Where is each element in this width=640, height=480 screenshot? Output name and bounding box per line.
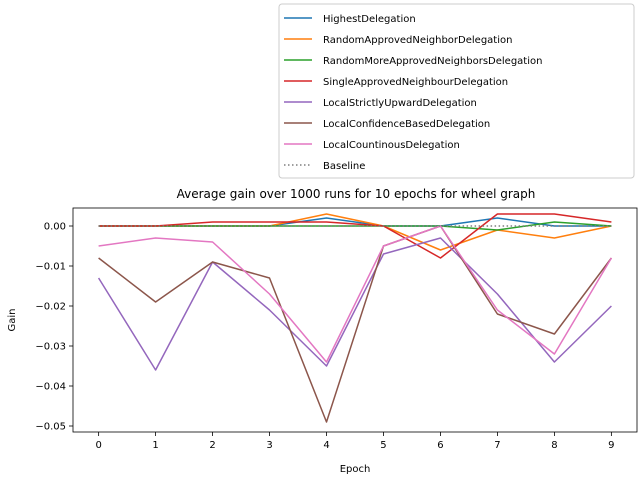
- y-tick-label: −0.02: [35, 302, 66, 313]
- x-tick-label: 7: [494, 440, 500, 451]
- x-tick-label: 6: [437, 440, 443, 451]
- x-tick-label: 4: [323, 440, 329, 451]
- series-line-1: [98, 213, 612, 251]
- x-tick-label: 9: [608, 440, 614, 451]
- legend-label-7: Baseline: [323, 161, 365, 172]
- y-tick-label: 0.00: [44, 222, 66, 233]
- y-tick-label: −0.05: [35, 422, 66, 433]
- x-axis: 0 1 2 3 4 5 6 7 8 9: [95, 432, 615, 451]
- x-tick-label: 8: [551, 440, 557, 451]
- legend-label-0: HighestDelegation: [323, 14, 416, 25]
- plot-frame: [72, 207, 638, 433]
- legend-label-4: LocalStrictlyUpwardDelegation: [323, 98, 477, 109]
- legend-label-3: SingleApprovedNeighbourDelegation: [323, 77, 508, 88]
- legend-box: [278, 3, 635, 179]
- legend-label-1: RandomApprovedNeighborDelegation: [323, 35, 512, 46]
- legend-label-6: LocalCountinousDelegation: [323, 140, 460, 151]
- series-line-6: [98, 225, 613, 363]
- x-tick-label: 5: [380, 440, 386, 451]
- legend: HighestDelegation RandomApprovedNeighborD…: [278, 3, 635, 179]
- legend-label-2: RandomMoreApprovedNeighborsDelegation: [323, 56, 542, 67]
- y-tick-label: −0.01: [35, 262, 66, 273]
- x-tick-label: 2: [209, 440, 215, 451]
- y-tick-label: −0.03: [35, 342, 66, 353]
- series-line-5: [98, 225, 613, 423]
- chart-title: Average gain over 1000 runs for 10 epoch…: [177, 187, 536, 201]
- x-axis-label: Epoch: [340, 464, 371, 475]
- series-line-4: [97, 237, 612, 371]
- y-axis-label: Gain: [7, 309, 18, 332]
- x-tick-label: 3: [266, 440, 272, 451]
- legend-label-5: LocalConfidenceBasedDelegation: [323, 119, 490, 130]
- series-line-3: [98, 213, 612, 259]
- x-tick-label: 0: [95, 440, 101, 451]
- y-tick-label: −0.04: [35, 382, 66, 393]
- x-tick-label: 1: [152, 440, 158, 451]
- y-axis: 0.00 −0.01 −0.02 −0.03 −0.04 −0.05: [35, 222, 73, 433]
- series-layer: [97, 213, 613, 423]
